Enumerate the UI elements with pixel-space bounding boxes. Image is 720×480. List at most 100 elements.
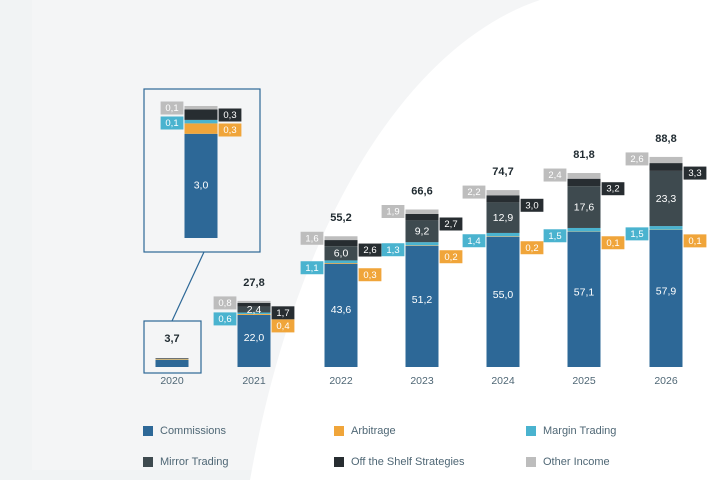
data-label-other-income-2021: 0,8 bbox=[218, 298, 231, 309]
data-label-margin-trading-2021: 0,6 bbox=[218, 314, 231, 325]
bar-off-the-shelf-2024 bbox=[486, 195, 520, 203]
inset-connector bbox=[171, 251, 205, 322]
data-label-arbitrage-2026-bg bbox=[683, 234, 707, 248]
inset-bar-commissions bbox=[184, 133, 218, 238]
bar-arbitrage-2020 bbox=[155, 359, 189, 360]
inset-label-arbitrage: 0,3 bbox=[223, 125, 236, 136]
bar-commissions-2023 bbox=[405, 245, 439, 367]
data-label-commissions-2023: 51,2 bbox=[412, 294, 433, 306]
data-label-mirror-trading-2023: 9,2 bbox=[415, 226, 430, 238]
inset-label-commissions: 3,0 bbox=[194, 180, 209, 192]
bar-margin-trading-2023 bbox=[405, 242, 439, 246]
data-label-margin-trading-2025: 1,5 bbox=[548, 231, 561, 242]
data-label-off-the-shelf-2026-bg bbox=[683, 166, 707, 180]
data-label-other-income-2023: 1,9 bbox=[386, 207, 399, 218]
total-label-2024: 74,7 bbox=[492, 166, 513, 178]
data-label-other-income-2024: 2,2 bbox=[467, 187, 480, 198]
bar-off-the-shelf-2021 bbox=[237, 302, 271, 307]
bar-arbitrage-2022 bbox=[324, 263, 358, 264]
inset-bar-off-the-shelf bbox=[184, 109, 218, 120]
data-label-arbitrage-2022: 0,3 bbox=[363, 270, 376, 281]
inset-label-other-income-bg bbox=[160, 101, 184, 115]
data-label-off-the-shelf-2023-bg bbox=[439, 217, 463, 231]
data-label-off-the-shelf-2024: 3,0 bbox=[525, 200, 538, 211]
bar-margin-trading-2025 bbox=[567, 227, 601, 232]
x-tick-label-2021: 2021 bbox=[242, 375, 266, 387]
data-label-off-the-shelf-2023: 2,7 bbox=[444, 219, 457, 230]
data-label-margin-trading-2024: 1,4 bbox=[467, 236, 480, 247]
bar-mirror-trading-2023 bbox=[405, 220, 439, 243]
data-label-off-the-shelf-2022: 2,6 bbox=[363, 245, 376, 256]
bar-other-income-2021 bbox=[237, 300, 271, 303]
bar-commissions-2022 bbox=[324, 263, 358, 367]
bar-off-the-shelf-2022 bbox=[324, 240, 358, 247]
bar-margin-trading-2026 bbox=[649, 226, 683, 230]
total-label-2020: 3,7 bbox=[164, 333, 179, 345]
data-label-arbitrage-2025-bg bbox=[601, 236, 625, 250]
total-label-2023: 66,6 bbox=[411, 185, 432, 197]
bar-other-income-2025 bbox=[567, 173, 601, 179]
inset-zoom-frame bbox=[143, 88, 261, 253]
x-tick-label-2024: 2024 bbox=[491, 375, 515, 387]
bar-commissions-2025 bbox=[567, 231, 601, 367]
bar-other-income-2024 bbox=[486, 190, 520, 196]
inset-label-off-the-shelf: 0,3 bbox=[223, 110, 236, 121]
bar-mirror-trading-2025 bbox=[567, 186, 601, 228]
total-label-2026: 88,8 bbox=[655, 133, 676, 145]
data-label-arbitrage-2023: 0,2 bbox=[444, 252, 457, 263]
data-label-other-income-2022: 1,6 bbox=[305, 233, 318, 244]
data-label-margin-trading-2022-bg bbox=[300, 261, 324, 275]
bar-mirror-trading-2021 bbox=[237, 306, 271, 313]
data-label-arbitrage-2023-bg bbox=[439, 250, 463, 264]
inset-label-other-income: 0,1 bbox=[165, 103, 178, 114]
data-label-margin-trading-2025-bg bbox=[543, 229, 567, 243]
bar-commissions-2024 bbox=[486, 236, 520, 367]
bar-mirror-trading-2026 bbox=[649, 170, 683, 227]
data-label-off-the-shelf-2024-bg bbox=[520, 198, 544, 212]
data-label-mirror-trading-2026: 23,3 bbox=[656, 193, 677, 205]
data-label-off-the-shelf-2025-bg bbox=[601, 182, 625, 196]
data-label-margin-trading-2021-bg bbox=[213, 312, 237, 326]
data-label-mirror-trading-2024: 12,9 bbox=[493, 212, 514, 224]
data-label-mirror-trading-2025: 17,6 bbox=[574, 201, 595, 213]
bar-margin-trading-2022 bbox=[324, 260, 358, 264]
data-label-other-income-2022-bg bbox=[300, 231, 324, 245]
bar-mirror-trading-2022 bbox=[324, 246, 358, 261]
data-label-arbitrage-2026: 0,1 bbox=[688, 236, 701, 247]
data-label-commissions-2022: 43,6 bbox=[331, 304, 352, 316]
data-label-margin-trading-2026: 1,5 bbox=[630, 229, 643, 240]
bar-arbitrage-2021 bbox=[237, 313, 271, 315]
x-tick-label-2022: 2022 bbox=[329, 375, 353, 387]
inset-bar-other-income bbox=[184, 106, 218, 110]
data-label-commissions-2025: 57,1 bbox=[574, 286, 595, 298]
data-label-off-the-shelf-2026: 3,3 bbox=[688, 168, 701, 179]
data-label-off-the-shelf-2021: 1,7 bbox=[276, 308, 289, 319]
bar-off-the-shelf-2025 bbox=[567, 178, 601, 187]
data-label-off-the-shelf-2021-bg bbox=[271, 306, 295, 320]
bar-mirror-trading-2024 bbox=[486, 202, 520, 233]
data-label-margin-trading-2023-bg bbox=[381, 243, 405, 257]
data-label-margin-trading-2023: 1,3 bbox=[386, 245, 399, 256]
x-tick-label-2020: 2020 bbox=[160, 375, 184, 387]
data-label-arbitrage-2022-bg bbox=[358, 268, 382, 282]
total-label-2025: 81,8 bbox=[573, 149, 594, 161]
data-label-mirror-trading-2022: 6,0 bbox=[334, 248, 349, 260]
data-label-arbitrage-2021: 0,4 bbox=[276, 321, 289, 332]
data-label-off-the-shelf-2022-bg bbox=[358, 243, 382, 257]
data-label-other-income-2026: 2,6 bbox=[630, 154, 643, 165]
data-label-other-income-2025-bg bbox=[543, 168, 567, 182]
bar-other-income-2022 bbox=[324, 236, 358, 241]
bar-commissions-2026 bbox=[649, 229, 683, 367]
data-label-arbitrage-2024: 0,2 bbox=[525, 243, 538, 254]
data-label-arbitrage-2021-bg bbox=[271, 319, 295, 333]
total-label-2021: 27,8 bbox=[243, 277, 264, 289]
bar-off-the-shelf-2023 bbox=[405, 214, 439, 221]
data-label-other-income-2026-bg bbox=[625, 152, 649, 166]
bar-off-the-shelf-2026 bbox=[649, 163, 683, 171]
bar-margin-trading-2021 bbox=[237, 312, 271, 314]
data-label-commissions-2021: 22,0 bbox=[244, 332, 265, 344]
bar-commissions-2020 bbox=[155, 359, 189, 367]
data-label-other-income-2024-bg bbox=[462, 185, 486, 199]
x-tick-label-2026: 2026 bbox=[654, 375, 678, 387]
